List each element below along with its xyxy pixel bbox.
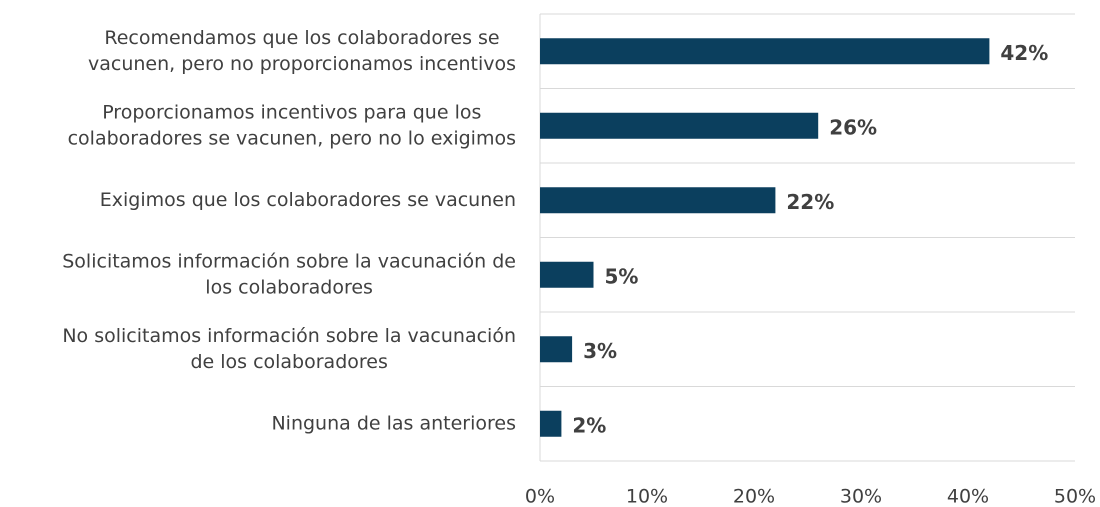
x-tick-label: 50% xyxy=(1054,486,1096,507)
y-tick-label: Proporcionamos incentivos para que los xyxy=(102,101,481,123)
y-tick-label: Exigimos que los colaboradores se vacune… xyxy=(100,189,516,211)
bar xyxy=(540,261,594,288)
x-tick-label: 20% xyxy=(733,486,775,507)
x-tick-label: 40% xyxy=(947,486,989,507)
bar xyxy=(540,187,776,214)
value-label: 26% xyxy=(829,115,877,139)
value-label: 22% xyxy=(786,190,834,214)
x-tick-label: 30% xyxy=(840,486,882,507)
bar xyxy=(540,336,573,363)
y-tick-label: Ninguna de las anteriores xyxy=(271,412,516,434)
value-label: 5% xyxy=(605,264,639,288)
y-tick-label: los colaboradores xyxy=(205,276,373,298)
value-label: 2% xyxy=(572,413,606,437)
y-tick-label: No solicitamos información sobre la vacu… xyxy=(62,325,516,347)
bar xyxy=(540,38,990,65)
y-tick-label: colaboradores se vacunen, pero no lo exi… xyxy=(68,127,516,149)
value-label: 42% xyxy=(1000,41,1048,65)
x-tick-label: 0% xyxy=(525,486,555,507)
value-label: 3% xyxy=(583,339,617,363)
x-tick-label: 10% xyxy=(626,486,668,507)
y-tick-label: vacunen, pero no proporcionamos incentiv… xyxy=(88,53,516,75)
y-tick-label: de los colaboradores xyxy=(190,351,387,373)
y-tick-label: Solicitamos información sobre la vacunac… xyxy=(62,250,516,272)
bar xyxy=(540,112,819,139)
y-tick-label: Recomendamos que los colaboradores se xyxy=(104,27,499,49)
bar xyxy=(540,410,562,437)
